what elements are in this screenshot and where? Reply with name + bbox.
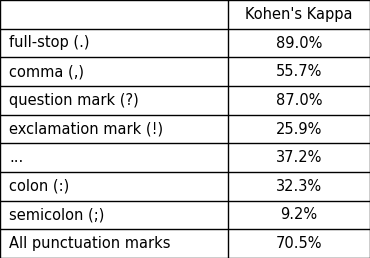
- Text: full-stop (.): full-stop (.): [9, 36, 90, 51]
- Text: All punctuation marks: All punctuation marks: [9, 236, 171, 251]
- Text: Kohen's Kappa: Kohen's Kappa: [245, 7, 353, 22]
- Text: colon (:): colon (:): [9, 179, 70, 194]
- Text: ...: ...: [9, 150, 24, 165]
- Text: semicolon (;): semicolon (;): [9, 207, 105, 222]
- Text: comma (,): comma (,): [9, 64, 84, 79]
- Text: 37.2%: 37.2%: [276, 150, 322, 165]
- Text: 55.7%: 55.7%: [276, 64, 322, 79]
- Text: 89.0%: 89.0%: [276, 36, 322, 51]
- Text: 32.3%: 32.3%: [276, 179, 322, 194]
- Text: 25.9%: 25.9%: [276, 122, 322, 136]
- Text: 9.2%: 9.2%: [280, 207, 317, 222]
- Text: 70.5%: 70.5%: [276, 236, 322, 251]
- Text: exclamation mark (!): exclamation mark (!): [9, 122, 164, 136]
- Text: question mark (?): question mark (?): [9, 93, 139, 108]
- Text: 87.0%: 87.0%: [276, 93, 322, 108]
